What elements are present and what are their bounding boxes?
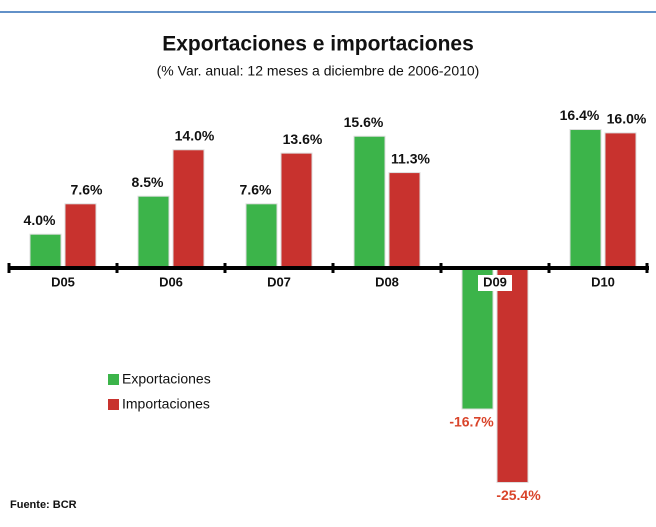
bar: [280, 152, 313, 269]
data-label: 15.6%: [344, 114, 384, 130]
data-label: 7.6%: [71, 182, 103, 198]
data-label: 7.6%: [240, 182, 272, 198]
category-label-bg: [46, 275, 80, 291]
x-tick-label: D05: [51, 274, 75, 289]
chart-subtitle: (% Var. anual: 12 meses a diciembre de 2…: [157, 63, 480, 79]
data-label: 16.0%: [607, 111, 647, 127]
x-tick-label: D07: [267, 274, 291, 289]
bar: [172, 149, 205, 269]
bar: [388, 172, 421, 269]
bar: [461, 267, 494, 410]
bar: [64, 203, 97, 269]
x-tick-label: D09: [483, 274, 507, 289]
category-label-bg: [370, 275, 404, 291]
category-label-bg: [478, 275, 512, 291]
bar: [496, 267, 529, 483]
category-label-bg: [586, 275, 620, 291]
bar: [604, 132, 637, 269]
x-tick-label: D06: [159, 274, 183, 289]
bar: [569, 129, 602, 269]
data-label: 14.0%: [175, 127, 215, 143]
category-label-bg: [262, 275, 296, 291]
chart-title: Exportaciones e importaciones: [162, 33, 474, 56]
source: Fuente: BCR: [10, 499, 77, 511]
data-label: 8.5%: [132, 174, 164, 190]
legend-swatch: [108, 399, 119, 410]
x-tick-label: D08: [375, 274, 399, 289]
data-label: 13.6%: [283, 131, 323, 147]
category-label-bg: [154, 275, 188, 291]
data-label: 4.0%: [24, 212, 56, 228]
bar: [353, 135, 386, 269]
legend-swatch: [108, 374, 119, 385]
legend-label: Importaciones: [122, 396, 210, 412]
data-label: -25.4%: [496, 487, 541, 503]
bar: [245, 203, 278, 269]
data-label: -16.7%: [449, 414, 494, 430]
data-label: 11.3%: [391, 150, 430, 166]
legend-label: Exportaciones: [122, 371, 211, 387]
bar: [29, 233, 62, 269]
data-label: 16.4%: [560, 107, 600, 123]
x-tick-label: D10: [591, 274, 615, 289]
bar: [137, 195, 170, 269]
